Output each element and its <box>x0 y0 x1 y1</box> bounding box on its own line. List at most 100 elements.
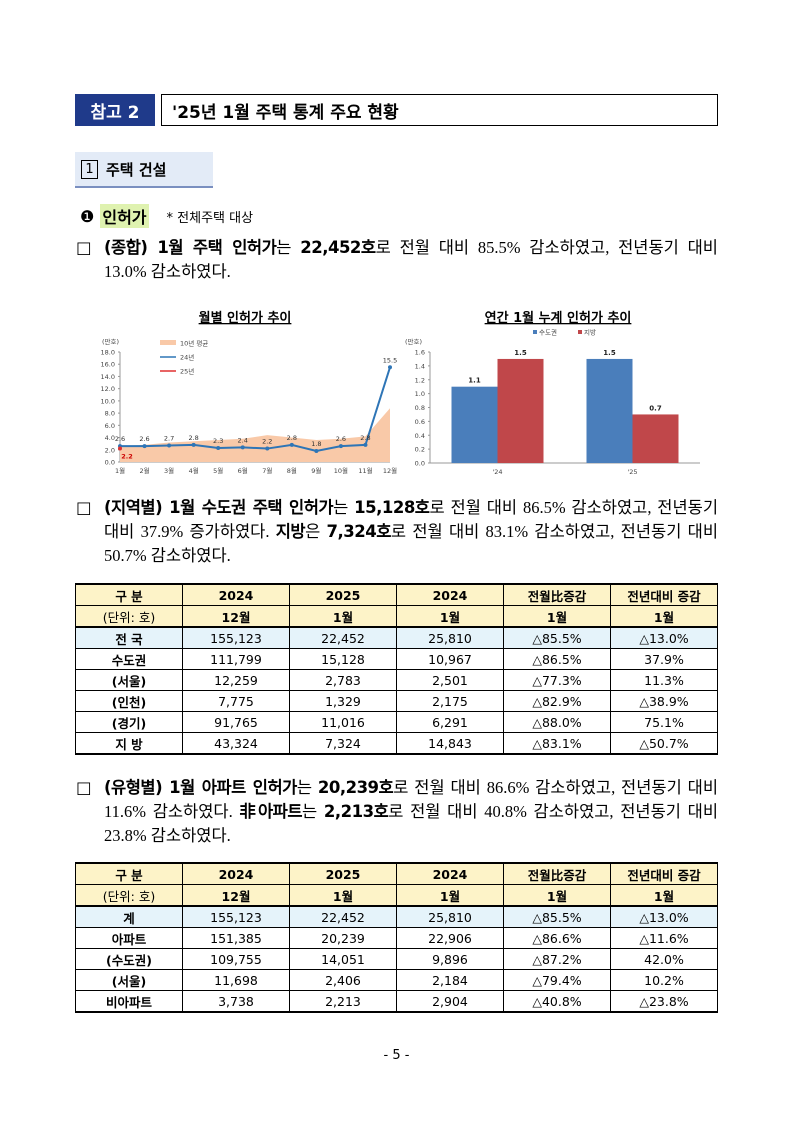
x-tick-label: 11월 <box>358 466 372 475</box>
cell: (서울) <box>75 969 183 991</box>
cell: 아파트 <box>75 927 183 949</box>
header-cell: 1월 <box>610 605 718 628</box>
header-cell: 구 분 <box>75 583 183 606</box>
x-tick-label: 12월 <box>383 466 397 475</box>
table-row: 수도권 111,799 15,128 10,967 △86.5% 37.9% <box>75 648 718 670</box>
text-run: 로 전월 대비 86.5% 감소하였고, 전년동기 대비 37.9% 증가하였다… <box>104 498 719 541</box>
cell: 2,184 <box>396 969 504 991</box>
header-cell: 12월 <box>182 605 290 628</box>
data-label: 2.2 <box>262 438 272 446</box>
cell: 지 방 <box>75 732 183 755</box>
cell: 14,843 <box>396 732 504 755</box>
subsection-heading: ❶ 인허가 * 전체주택 대상 <box>80 204 253 228</box>
y-tick-label: 6.0 <box>105 422 115 430</box>
cell: 10.2% <box>610 969 718 991</box>
bar <box>586 358 633 463</box>
marker: □ <box>76 238 92 257</box>
cell: 151,385 <box>182 927 290 949</box>
cell: 22,452 <box>289 626 397 649</box>
x-tick-label: 3월 <box>164 466 174 475</box>
data-label: 1.5 <box>514 349 527 357</box>
header-row: (단위: 호) 12월 1월 1월 1월 1월 <box>75 605 718 628</box>
cell: 20,239 <box>289 927 397 949</box>
header-cell: 2024 <box>182 583 290 606</box>
table-row: 계 155,123 22,452 25,810 △85.5% △13.0% <box>75 905 718 928</box>
header-cell: 전월比증감 <box>503 862 611 885</box>
y-tick-label: 8.0 <box>105 410 115 418</box>
cell: △87.2% <box>503 948 611 970</box>
cell: △82.9% <box>503 690 611 712</box>
data-label: 2.8 <box>360 434 370 442</box>
cell: 22,452 <box>289 905 397 928</box>
legend-swatch <box>578 330 582 334</box>
x-tick-label: 2월 <box>139 466 149 475</box>
text-run: 지방 <box>275 522 306 541</box>
header-cell: 1월 <box>289 605 397 628</box>
text-run: 로 전월 대비 83.1% 감소하였고, 전년동기 대비 50.7% 감소하였다… <box>104 522 718 565</box>
data-label: 2.8 <box>287 434 297 442</box>
cell: (서울) <box>75 669 183 691</box>
cell: (수도권) <box>75 948 183 970</box>
bar <box>497 358 544 463</box>
cell: △13.0% <box>610 626 718 649</box>
cell: 12,259 <box>182 669 290 691</box>
header-cell: 12월 <box>182 884 290 907</box>
paragraph: □ (지역별) 1월 수도권 주택 인허가는 15,128호로 전월 대비 86.… <box>76 496 718 568</box>
point <box>142 444 147 449</box>
bar <box>451 386 498 463</box>
table: 구 분 2024 2025 2024 전월比증감 전년대비 증감 (단위: 호) 12월 1월 1… <box>75 862 718 1013</box>
paragraph-text: (지역별) 1월 수도권 주택 인허가는 15,128호로 전월 대비 86.5… <box>104 496 718 568</box>
x-tick-label: 10월 <box>334 466 348 475</box>
text-run: 20,239호 <box>317 778 394 797</box>
cell: 14,051 <box>289 948 397 970</box>
text-run: 로 전월 대비 40.8% 감소하였고, 전년동기 대비 23.8% 감소하였다… <box>104 802 718 845</box>
text-run: 22,452호 <box>300 238 376 257</box>
data-label: 2.6 <box>139 435 149 443</box>
cell: 11,016 <box>289 711 397 733</box>
marker: □ <box>76 498 92 517</box>
header-cell: 2024 <box>396 862 504 885</box>
paragraph-text: (종합) 1월 주택 인허가는 22,452호로 전월 대비 85.5% 감소하… <box>104 236 718 284</box>
cell: 22,906 <box>396 927 504 949</box>
cell: △86.5% <box>503 648 611 670</box>
cell: 수도권 <box>75 648 183 670</box>
header-cell: 1월 <box>396 605 504 628</box>
cell: 2,783 <box>289 669 397 691</box>
header-row: (단위: 호) 12월 1월 1월 1월 1월 <box>75 884 718 907</box>
header-cell: 1월 <box>503 884 611 907</box>
table-body: 전 국 155,123 22,452 25,810 △85.5% △13.0% 수도권 111… <box>75 626 718 755</box>
point <box>191 442 196 447</box>
data-label: 2.3 <box>213 437 223 445</box>
data-label: 2.8 <box>188 434 198 442</box>
cell: 11,698 <box>182 969 290 991</box>
y-unit: (만호) <box>405 337 422 346</box>
cell: (경기) <box>75 711 183 733</box>
cell: 1,329 <box>289 690 397 712</box>
cell: 7,775 <box>182 690 290 712</box>
cell: 6,291 <box>396 711 504 733</box>
legend-label: 25년 <box>180 367 194 376</box>
cell: 37.9% <box>610 648 718 670</box>
data-label: 1.5 <box>603 349 616 357</box>
point <box>338 444 343 449</box>
bar <box>632 414 679 463</box>
cell: △83.1% <box>503 732 611 755</box>
cell: 7,324 <box>289 732 397 755</box>
cell: 155,123 <box>182 905 290 928</box>
cell: 91,765 <box>182 711 290 733</box>
cell: 109,755 <box>182 948 290 970</box>
table-body: 계 155,123 22,452 25,810 △85.5% △13.0% 아파트 151,3… <box>75 905 718 1013</box>
cell: 2,175 <box>396 690 504 712</box>
cell: 25,810 <box>396 626 504 649</box>
cell: 75.1% <box>610 711 718 733</box>
data-label: 15.5 <box>383 356 397 364</box>
bar-chart: 0.0 0.2 0.4 0.6 0.8 1.0 1.2 1.4 1.6 연간 1월 누계 인허가 … <box>405 310 700 476</box>
text-run: 로 전월 대비 86.6% 감소하였고, 전년동기 대비 11.6% 감소하였다… <box>104 778 718 821</box>
header-cell: 2025 <box>289 862 397 885</box>
data-label: 2.6 <box>115 435 125 443</box>
y-tick-label: 10.0 <box>101 397 115 405</box>
point <box>167 443 172 448</box>
text-run: 7,324호 <box>326 522 392 541</box>
cell: △23.8% <box>610 990 718 1013</box>
